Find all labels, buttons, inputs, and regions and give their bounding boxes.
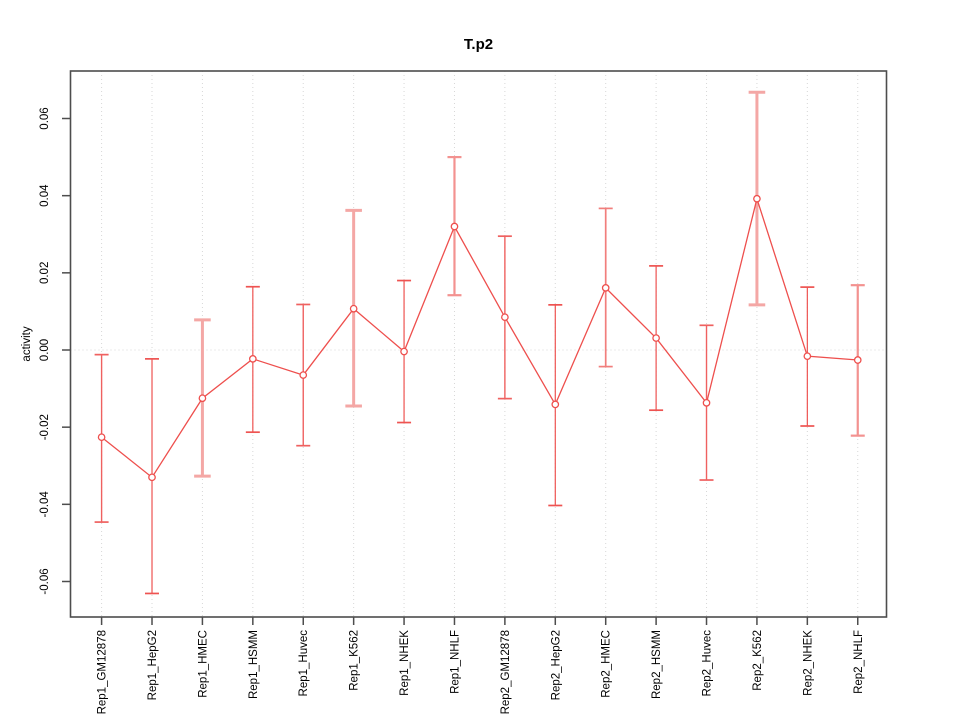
data-point-marker: [148, 473, 156, 482]
x-tick-label: Rep2_Huvec: [702, 630, 714, 697]
data-point-marker: [753, 194, 761, 203]
data-point-marker: [803, 352, 812, 361]
plot-box: [69, 70, 888, 618]
data-point-marker: [853, 356, 862, 364]
x-tick-label: Rep1_NHLF: [449, 630, 461, 694]
x-tick-label: Rep1_GM12878: [97, 630, 109, 714]
x-tick-label: Rep2_GM12878: [500, 630, 512, 714]
x-tick-label: Rep1_HSMM: [248, 630, 260, 699]
x-tick-label: Rep2_NHEK: [802, 630, 814, 696]
data-point-marker: [198, 394, 207, 403]
data-point-marker: [349, 304, 358, 313]
y-tick-label: 0.04: [39, 184, 51, 207]
data-point-marker: [601, 284, 610, 292]
x-tick-label: Rep2_HSMM: [651, 630, 663, 699]
chart-title: T.p2: [463, 36, 494, 53]
y-axis-title: activity: [21, 326, 33, 362]
x-tick-label: Rep1_HepG2: [147, 630, 159, 700]
x-tick-label: Rep2_NHLF: [853, 630, 865, 694]
data-point-marker: [400, 347, 408, 356]
data-point-marker: [248, 355, 257, 363]
y-tick-label: -0.02: [39, 414, 51, 440]
data-point-marker: [652, 334, 660, 342]
x-tick-label: Rep1_HMEC: [197, 630, 209, 698]
x-tick-label: Rep1_NHEK: [399, 630, 411, 696]
y-tick-label: 0.02: [39, 262, 51, 284]
y-tick-label: -0.06: [39, 568, 51, 594]
data-point-marker: [501, 313, 509, 322]
x-tick-label: Rep1_K562: [349, 630, 361, 691]
data-point-marker: [450, 222, 459, 231]
y-tick-label: 0.00: [39, 339, 51, 361]
x-tick-label: Rep2_HMEC: [601, 630, 613, 698]
y-tick-label: -0.04: [39, 491, 51, 518]
data-point-marker: [551, 400, 560, 409]
data-point-marker: [97, 433, 106, 442]
x-tick-label: Rep1_Huvec: [298, 630, 310, 697]
series-line: [101, 196, 858, 479]
data-point-marker: [702, 399, 711, 407]
data-point-marker: [299, 371, 308, 379]
x-tick-label: Rep2_K562: [752, 630, 764, 691]
x-tick-label: Rep2_HepG2: [550, 630, 562, 700]
y-tick-label: 0.06: [39, 107, 51, 129]
